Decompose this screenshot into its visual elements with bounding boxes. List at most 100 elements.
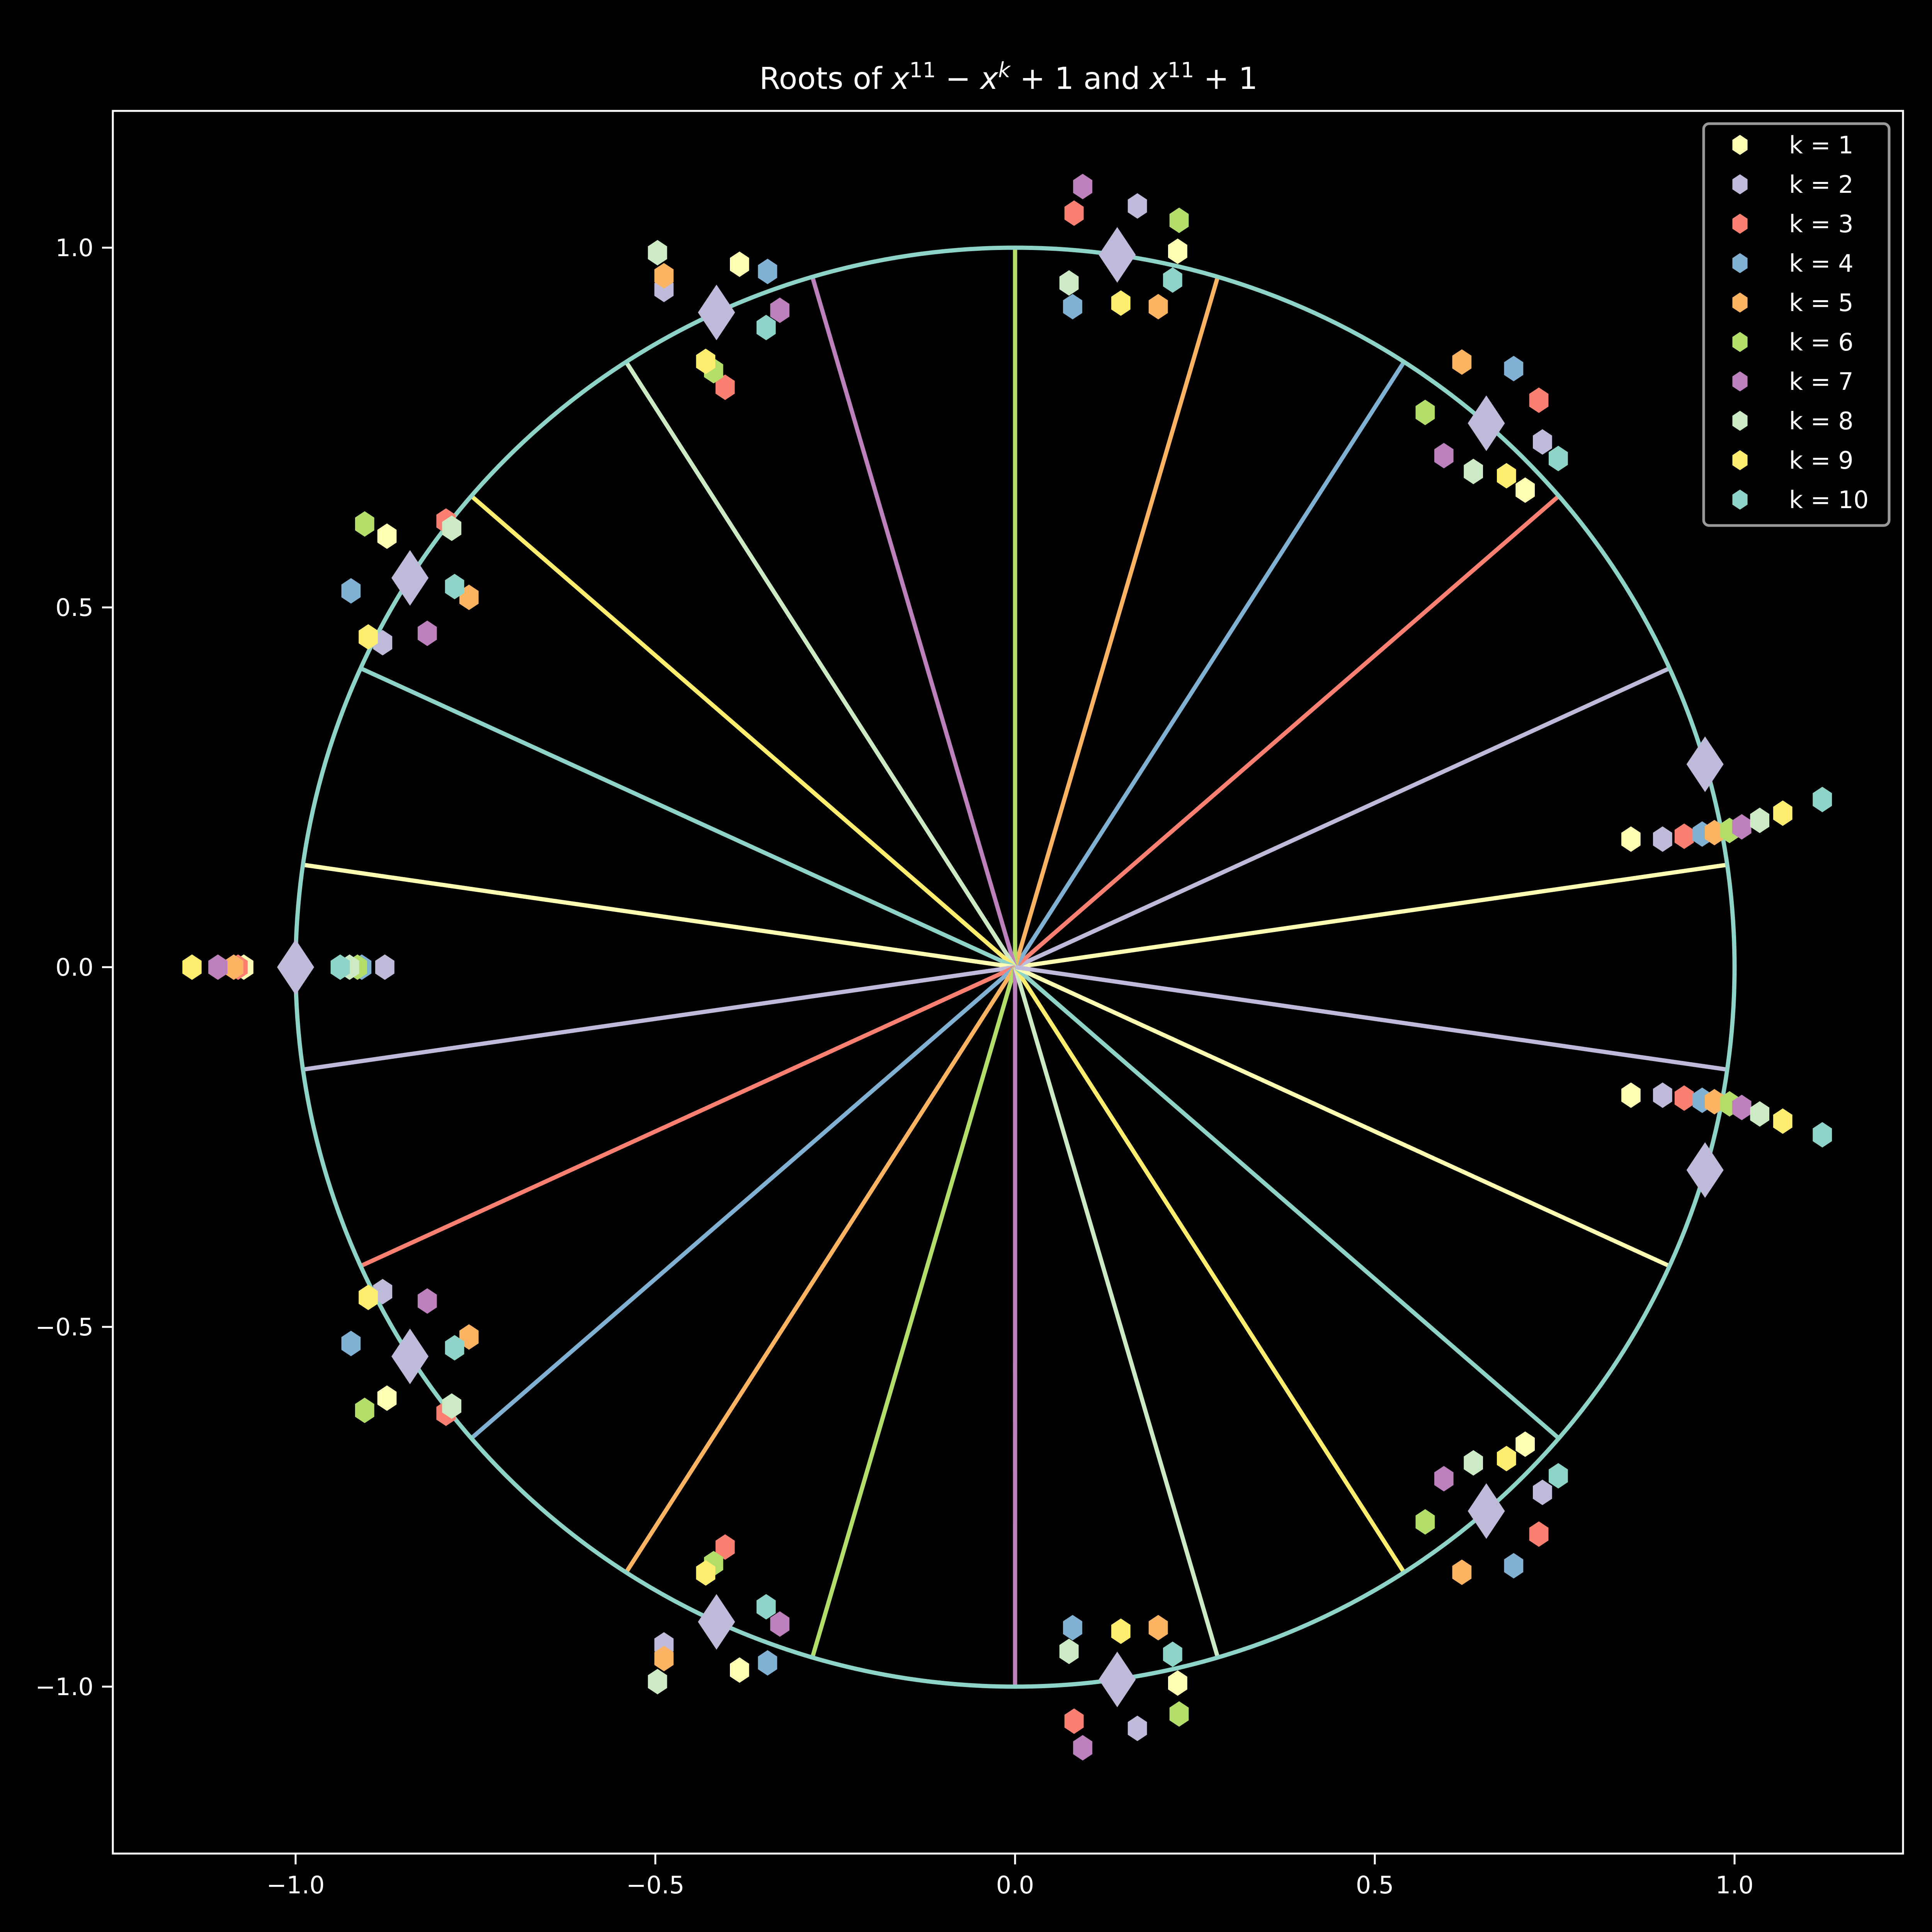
legend-item: k = 9 — [1732, 446, 1854, 474]
root-marker — [1452, 1559, 1472, 1585]
x-tick-label: −0.5 — [626, 1871, 685, 1899]
spoke-line — [810, 966, 1017, 1658]
root-marker — [696, 349, 716, 374]
y-tick-label: 0.5 — [55, 594, 94, 622]
root-marker — [770, 297, 789, 323]
root-marker — [1111, 290, 1131, 316]
legend-marker — [1732, 371, 1748, 391]
root-marker — [341, 1330, 361, 1356]
root-marker — [1653, 1082, 1672, 1108]
root-marker — [208, 954, 228, 980]
axes-frame — [112, 110, 1904, 1855]
root-marker — [654, 263, 674, 289]
root-marker — [330, 954, 350, 980]
y-tick-label: −0.5 — [35, 1313, 94, 1341]
root-marker — [758, 259, 777, 284]
legend-item: k = 3 — [1732, 210, 1854, 238]
legend-item: k = 2 — [1732, 170, 1854, 199]
root-marker — [1059, 270, 1079, 296]
legend-marker — [1732, 411, 1748, 431]
x-tick-label: 1.0 — [1716, 1871, 1754, 1899]
root-marker — [756, 315, 776, 340]
spoke-line — [303, 862, 1015, 969]
spoke-line — [1015, 965, 1728, 1072]
root-marker — [1063, 294, 1082, 320]
root-marker — [1732, 814, 1752, 840]
series-k-6 — [348, 207, 1739, 1727]
root-marker — [417, 1288, 437, 1314]
legend-item: k = 7 — [1732, 367, 1854, 396]
spoke-line — [470, 965, 1017, 1440]
root-marker — [1464, 459, 1483, 485]
x-tick-label: 0.0 — [996, 1871, 1034, 1899]
root-marker — [1773, 800, 1793, 826]
root-marker — [648, 1668, 667, 1694]
y-axis-ticks: 1.0 0.5 0.0 −0.5 −1.0 — [35, 234, 113, 1701]
root-marker — [1705, 1089, 1724, 1115]
root-marker — [442, 515, 461, 541]
root-marker — [1128, 1715, 1147, 1741]
root-marker — [1434, 443, 1454, 469]
root-marker — [1063, 1615, 1082, 1641]
legend-marker — [1732, 135, 1748, 155]
series-k-10 — [330, 267, 1832, 1667]
legend-label: k = 9 — [1789, 446, 1854, 474]
root-marker — [730, 1657, 749, 1683]
chart-title: Roots of x11 − xk + 1 and x11 + 1 — [759, 58, 1258, 96]
root-marker — [1148, 294, 1168, 320]
legend: k = 1 k = 2 k = 3 k = 4 k = 5 k = 6 k = 7 k = 8… — [1702, 122, 1891, 527]
spoke-line — [1015, 862, 1728, 969]
spoke-line — [1014, 965, 1560, 1440]
legend-item: k = 6 — [1732, 328, 1854, 356]
root-marker — [1169, 1701, 1189, 1727]
root-marker — [1813, 787, 1832, 813]
root-marker — [1064, 1708, 1084, 1734]
root-marker — [1515, 1431, 1535, 1457]
legend-item: k = 5 — [1732, 289, 1854, 317]
root-marker — [445, 1335, 464, 1361]
root-marker — [1148, 1615, 1168, 1641]
diamond-marker — [277, 939, 314, 995]
root-marker — [377, 523, 397, 549]
root-marker — [1705, 820, 1724, 845]
y-tick-label: −1.0 — [35, 1673, 94, 1701]
series-k-1 — [234, 238, 1641, 1696]
legend-label: k = 3 — [1789, 210, 1854, 238]
root-marker — [1059, 1638, 1079, 1664]
root-marker — [1128, 193, 1147, 219]
root-marker — [1621, 826, 1641, 852]
spoke-line — [1013, 276, 1220, 968]
root-marker — [1168, 238, 1187, 264]
root-marker — [770, 1611, 789, 1637]
root-marker — [1674, 823, 1694, 849]
root-marker — [758, 1650, 777, 1676]
root-marker — [1529, 387, 1549, 413]
diamond-marker — [1686, 736, 1724, 792]
root-marker — [1163, 267, 1182, 293]
root-marker — [445, 574, 464, 600]
root-marker — [182, 954, 202, 980]
legend-label: k = 10 — [1789, 486, 1869, 514]
legend-label: k = 2 — [1789, 170, 1854, 199]
diamond-marker — [1099, 1651, 1136, 1708]
root-marker — [1532, 429, 1552, 455]
legend-marker — [1732, 450, 1748, 470]
spoke-line — [1013, 966, 1406, 1574]
plot-area — [182, 173, 1832, 1761]
root-marker — [1111, 1618, 1131, 1644]
diamond-marker — [698, 1594, 735, 1650]
legend-marker — [1732, 490, 1748, 510]
root-marker — [696, 1560, 716, 1586]
root-marker — [715, 374, 735, 400]
x-tick-label: −1.0 — [267, 1871, 325, 1899]
root-marker — [1750, 1101, 1770, 1127]
root-marker — [1653, 826, 1672, 852]
root-marker — [359, 1284, 378, 1310]
legend-item: k = 4 — [1732, 249, 1854, 277]
legend-label: k = 8 — [1789, 407, 1854, 435]
root-marker — [1415, 1509, 1435, 1535]
legend-item: k = 1 — [1732, 131, 1854, 159]
root-marker — [355, 511, 374, 537]
legend-label: k = 6 — [1789, 328, 1854, 356]
